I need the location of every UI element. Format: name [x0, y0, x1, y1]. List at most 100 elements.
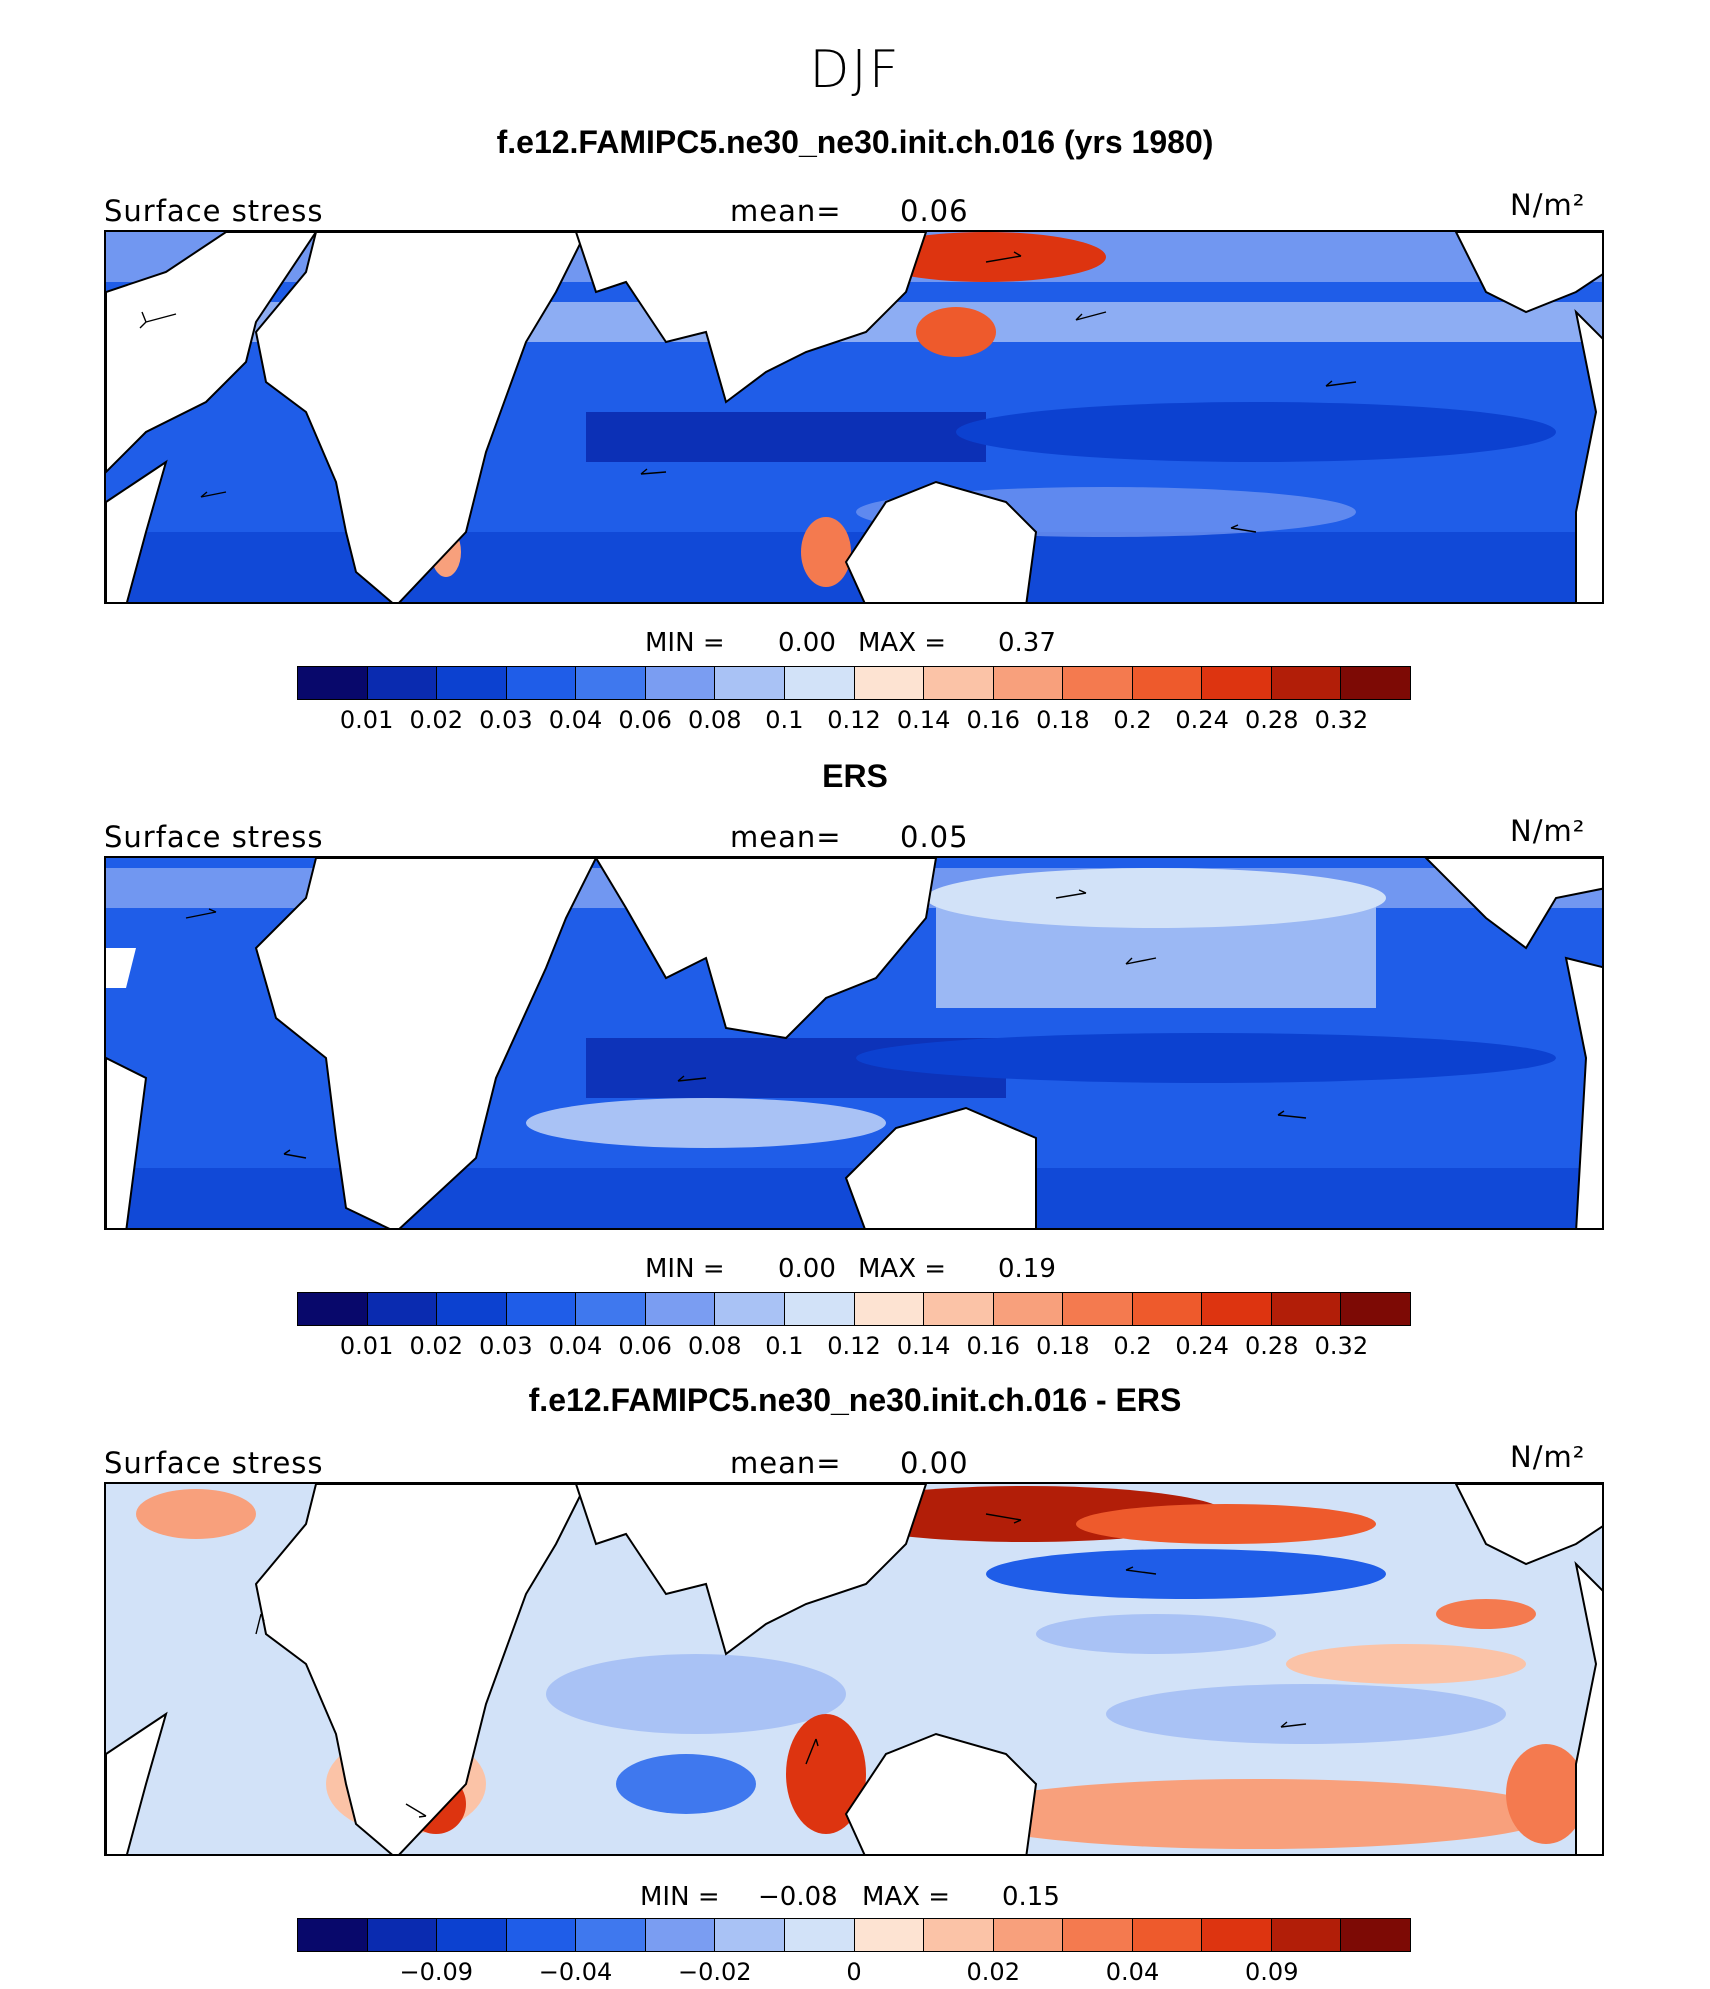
panel-2-units: N/m²	[1510, 814, 1586, 848]
panel-3-colorbar-swatch-15	[1341, 1919, 1410, 1951]
panel-2-colorbar-tick-label: 0.02	[409, 1332, 463, 1360]
panel-3-colorbar-tick-label: −0.04	[538, 1958, 613, 1986]
panel-2-colorbar-tick-label: 0.28	[1245, 1332, 1299, 1360]
panel-1-max-label: MAX =	[858, 628, 947, 658]
panel-2-min-value: 0.00	[778, 1254, 836, 1284]
panel-1-map-svg	[106, 232, 1602, 602]
panel-3-colorbar-swatch-2	[437, 1919, 507, 1951]
panel-2-min-label: MIN =	[645, 1254, 725, 1284]
panel-3-min-label: MIN =	[640, 1882, 720, 1912]
panel-1-title: f.e12.FAMIPC5.ne30_ne30.init.ch.016 (yrs…	[496, 124, 1214, 160]
panel-2-variable-label: Surface stress	[104, 820, 324, 854]
panel-2-mean-value: 0.05	[900, 820, 969, 854]
panel-2-colorbar-swatch-7	[784, 1293, 855, 1325]
panel-3-colorbar-tick-label: −0.09	[399, 1958, 474, 1986]
panel-2-colorbar-tick-label: 0.1	[765, 1332, 804, 1360]
panel-3-max-value: 0.15	[1002, 1882, 1060, 1912]
panel-3-mean-label: mean=	[730, 1446, 842, 1480]
panel-2-title: ERS	[822, 758, 888, 794]
panel-1-colorbar-swatch-0	[298, 667, 368, 699]
panel-1-colorbar-swatch-2	[437, 667, 507, 699]
panel-2-colorbar-tick-label: 0.32	[1314, 1332, 1369, 1360]
panel-2-colorbar-swatch-10	[993, 1293, 1064, 1325]
panel-3-colorbar-swatch-8	[854, 1919, 925, 1951]
panel-1-colorbar-swatch-7	[784, 667, 855, 699]
panel-3-colorbar-swatch-13	[1202, 1919, 1272, 1951]
panel-3-colorbar-ticks: −0.09 −0.04 −0.02 0 0.02 0.04 0.09	[297, 1958, 1411, 1988]
panel-1-mean-label: mean=	[730, 194, 842, 228]
panel-3-min-value: −0.08	[758, 1882, 838, 1912]
panel-3-colorbar-tick-label: 0	[846, 1958, 862, 1986]
panel-1-map	[104, 230, 1604, 604]
panel-1-colorbar-tick-label: 0.2	[1113, 706, 1152, 734]
panel-3-colorbar-swatch-12	[1132, 1919, 1203, 1951]
panel-1-colorbar-tick-label: 0.03	[479, 706, 533, 734]
panel-2-colorbar-tick-label: 0.06	[618, 1332, 672, 1360]
panel-2-colorbar-tick-label: 0.2	[1113, 1332, 1152, 1360]
panel-3-map-svg	[106, 1484, 1602, 1854]
panel-3-variable-label: Surface stress	[104, 1446, 324, 1480]
panel-3-colorbar	[297, 1918, 1411, 1952]
panel-3-colorbar-swatch-9	[924, 1919, 994, 1951]
panel-3-colorbar-swatch-4	[576, 1919, 646, 1951]
panel-1-colorbar-swatch-6	[715, 667, 785, 699]
panel-2-map-svg	[106, 858, 1602, 1228]
panel-3-colorbar-swatch-5	[645, 1919, 716, 1951]
panel-2-mean-label: mean=	[730, 820, 842, 854]
panel-2-colorbar-ticks: 0.01 0.02 0.03 0.04 0.06 0.08 0.1 0.12 0.14 0.16 0…	[297, 1332, 1411, 1362]
panel-3-colorbar-swatch-10	[993, 1919, 1064, 1951]
panel-1-colorbar-tick-label: 0.08	[688, 706, 742, 734]
panel-2-colorbar	[297, 1292, 1411, 1326]
panel-2-colorbar-tick-label: 0.18	[1036, 1332, 1090, 1360]
panel-2-colorbar-tick-label: 0.01	[339, 1332, 394, 1360]
panel-2-colorbar-tick-label: 0.04	[548, 1332, 603, 1360]
panel-2-colorbar-swatch-11	[1063, 1293, 1133, 1325]
panel-1-colorbar-swatch-14	[1271, 667, 1342, 699]
panel-2-colorbar-swatch-14	[1271, 1293, 1342, 1325]
panel-2-colorbar-swatch-5	[645, 1293, 716, 1325]
panel-1-colorbar	[297, 666, 1411, 700]
panel-1-colorbar-swatch-1	[367, 667, 438, 699]
panel-3-mean-value: 0.00	[900, 1446, 969, 1480]
panel-2-colorbar-swatch-12	[1132, 1293, 1203, 1325]
panel-3-colorbar-tick-label: 0.09	[1245, 1958, 1299, 1986]
panel-1-colorbar-tick-label: 0.32	[1314, 706, 1369, 734]
panel-2-colorbar-swatch-3	[506, 1293, 577, 1325]
panel-1-colorbar-swatch-8	[854, 667, 925, 699]
panel-1-colorbar-tick-label: 0.24	[1175, 706, 1229, 734]
panel-2-colorbar-tick-label: 0.16	[966, 1332, 1020, 1360]
panel-2-colorbar-swatch-8	[854, 1293, 925, 1325]
panel-1-colorbar-swatch-13	[1202, 667, 1272, 699]
panel-1-min-value: 0.00	[778, 628, 836, 658]
panel-3-colorbar-tick-label: 0.04	[1105, 1958, 1160, 1986]
panel-1-variable-label: Surface stress	[104, 194, 324, 228]
panel-3-colorbar-tick-label: −0.02	[677, 1958, 752, 1986]
panel-1-colorbar-swatch-11	[1063, 667, 1133, 699]
panel-3-max-label: MAX =	[862, 1882, 951, 1912]
panel-3-colorbar-swatch-6	[715, 1919, 785, 1951]
panel-1-colorbar-swatch-5	[645, 667, 716, 699]
panel-1-colorbar-tick-label: 0.18	[1036, 706, 1090, 734]
panel-1-colorbar-tick-label: 0.01	[339, 706, 394, 734]
panel-2-colorbar-swatch-13	[1202, 1293, 1272, 1325]
panel-3-colorbar-swatch-14	[1271, 1919, 1342, 1951]
panel-1-colorbar-ticks: 0.01 0.02 0.03 0.04 0.06 0.08 0.1 0.12 0.14 0.16 0…	[297, 706, 1411, 736]
panel-3-colorbar-tick-label: 0.02	[966, 1958, 1020, 1986]
panel-2-colorbar-tick-label: 0.12	[827, 1332, 881, 1360]
panel-1-max-value: 0.37	[998, 628, 1056, 658]
panel-1-units: N/m²	[1510, 188, 1586, 222]
panel-1-colorbar-tick-label: 0.04	[548, 706, 603, 734]
panel-1-colorbar-tick-label: 0.28	[1245, 706, 1299, 734]
season-title: DJF	[809, 40, 901, 100]
panel-2-map	[104, 856, 1604, 1230]
panel-3-map	[104, 1482, 1604, 1856]
panel-1-colorbar-tick-label: 0.1	[765, 706, 804, 734]
panel-1-colorbar-tick-label: 0.02	[409, 706, 463, 734]
panel-2-colorbar-swatch-1	[367, 1293, 438, 1325]
panel-1-colorbar-swatch-4	[576, 667, 646, 699]
panel-3-colorbar-swatch-7	[784, 1919, 855, 1951]
panel-3-colorbar-swatch-1	[367, 1919, 438, 1951]
panel-1-colorbar-swatch-10	[993, 667, 1064, 699]
panel-2-colorbar-swatch-2	[437, 1293, 507, 1325]
panel-1-colorbar-swatch-9	[924, 667, 994, 699]
